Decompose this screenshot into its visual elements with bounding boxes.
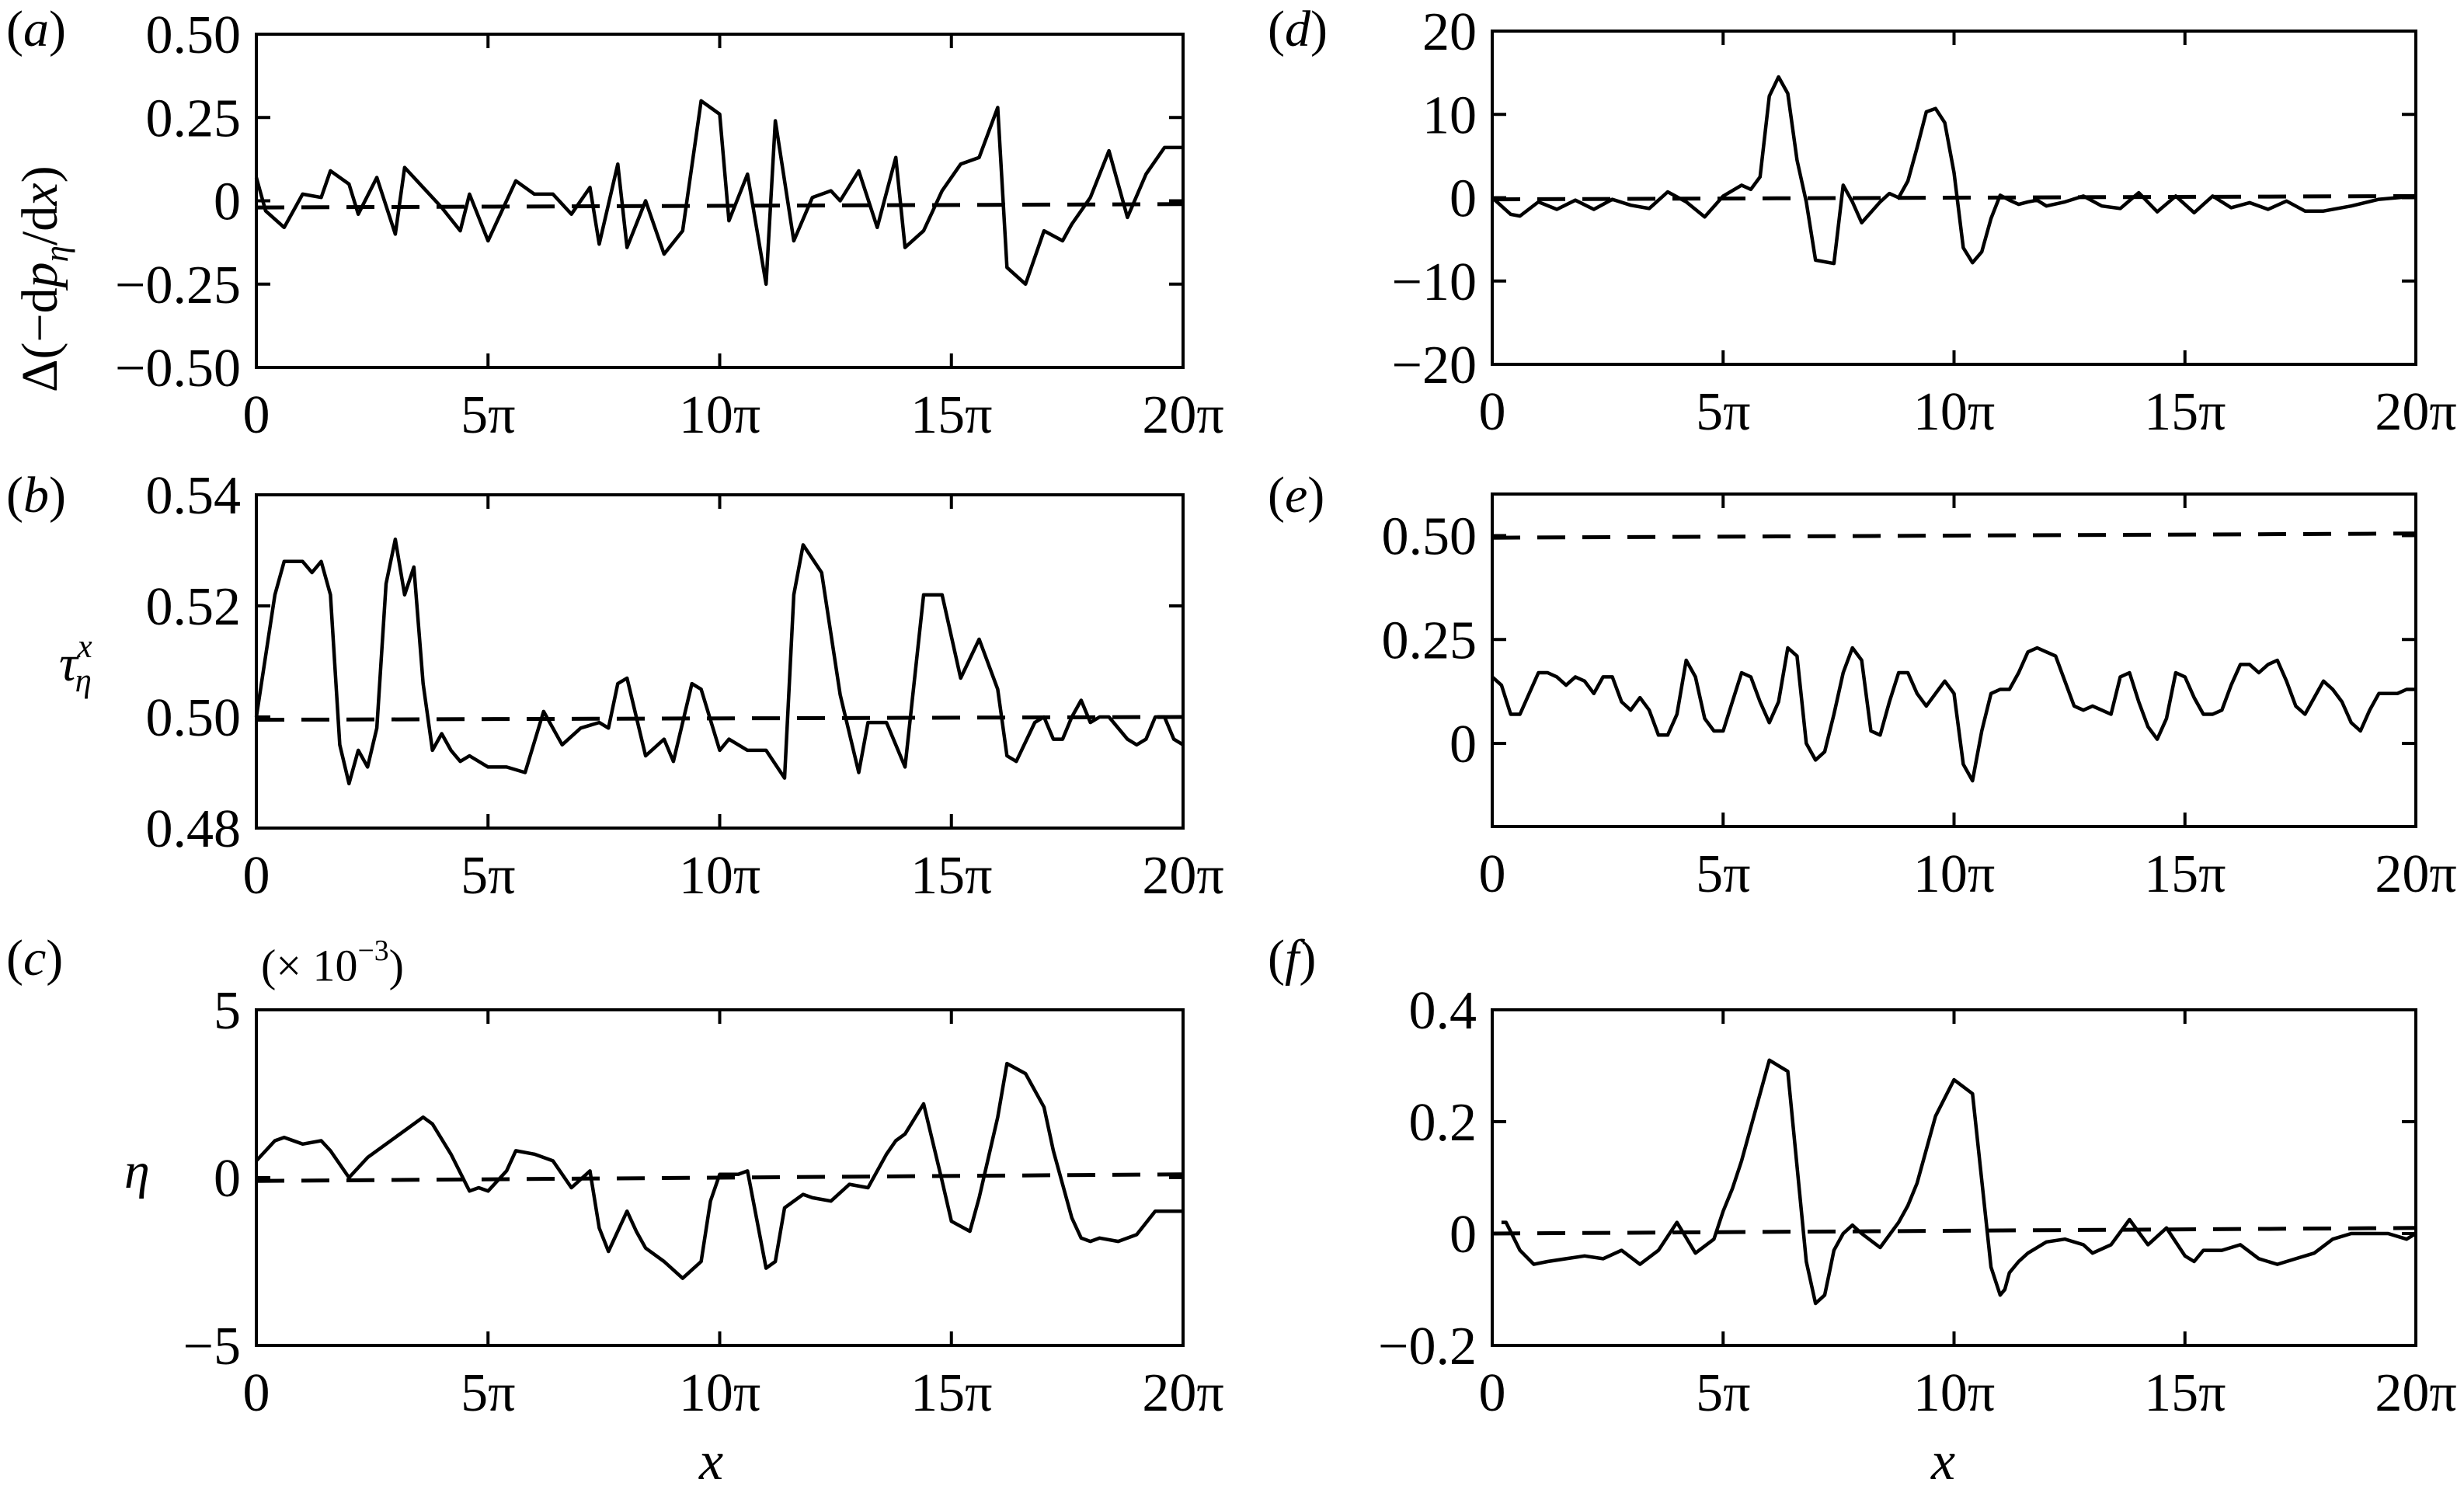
plot-e: 0 5π 10π 15π 20π 0 0.25 0.50 <box>1382 492 2457 904</box>
series-dashed <box>1491 1226 2417 1236</box>
panel-label-d: (d) <box>1268 1 1328 57</box>
panel-label-b: (b) <box>6 467 66 524</box>
x-tick-label: 20π <box>1142 846 1223 906</box>
series-dashed <box>256 202 1184 210</box>
y-tick-label: 0.25 <box>146 89 242 148</box>
plot-b: 0 5π 10π 15π 20π 0.48 0.50 0.52 0.54 <box>146 466 1224 906</box>
x-tick-label: 20π <box>1142 1363 1223 1423</box>
y-tick-label: 0.54 <box>146 466 242 526</box>
x-tick-label: 15π <box>910 385 992 445</box>
series-solid <box>1491 75 2417 266</box>
y-tick-label: 0.50 <box>1382 507 1477 567</box>
y-tick-label: 0.52 <box>146 577 242 637</box>
x-tick-label: 5π <box>461 1363 515 1423</box>
y-tick-label: 0.50 <box>146 5 242 65</box>
y-tick-label: 0.25 <box>1382 611 1477 670</box>
y-axis-label-b: τxη <box>59 628 92 700</box>
panel-label-e: (e) <box>1268 467 1325 524</box>
plot-frame <box>255 33 1185 369</box>
x-tick-label: 15π <box>2144 844 2226 904</box>
y-tick-label: −5 <box>183 1317 241 1376</box>
x-tick-label: 15π <box>2144 1363 2226 1423</box>
plot-c: 0 5π 10π 15π 20π−505 <box>183 981 1224 1423</box>
y-tick-label: 0.4 <box>1409 981 1477 1041</box>
y-tick-label: −10 <box>1392 252 1477 312</box>
panel-label-c: (c) <box>6 930 64 987</box>
y-tick-label: 20 <box>1422 2 1477 62</box>
x-tick-label: 20π <box>2375 844 2456 904</box>
x-tick-label: 20π <box>2375 382 2456 442</box>
x-tick-label: 0 <box>243 385 270 445</box>
series-solid <box>1491 646 2416 783</box>
series-dashed <box>1491 531 2417 540</box>
series-dashed <box>256 715 1184 722</box>
y-tick-label: 5 <box>214 981 241 1041</box>
x-tick-label: 15π <box>2144 382 2226 442</box>
y-tick-label: −20 <box>1392 336 1477 395</box>
y-tick-label: 0.50 <box>146 688 242 748</box>
y-tick-label: 0 <box>214 1149 241 1209</box>
y-multiplier-label-c: (× 10−3) <box>261 934 404 991</box>
x-tick-label: 10π <box>1913 382 1995 442</box>
y-tick-label: −0.50 <box>115 339 241 398</box>
x-tick-label: 10π <box>1913 1363 1995 1423</box>
y-tick-label: 0 <box>1450 169 1477 229</box>
x-tick-label: 20π <box>2375 1363 2456 1423</box>
x-tick-label: 0 <box>243 1363 270 1423</box>
y-axis-label-c: η <box>124 1143 150 1199</box>
x-tick-label: 5π <box>1696 1363 1750 1423</box>
x-axis-label-f: x <box>1931 1432 1956 1491</box>
x-axis-label-c: x <box>699 1432 724 1491</box>
panel-label-a: (a) <box>6 1 66 57</box>
x-tick-label: 5π <box>1696 382 1750 442</box>
y-tick-label: −0.25 <box>115 256 241 315</box>
x-tick-label: 0 <box>243 846 270 906</box>
x-tick-label: 5π <box>1696 844 1750 904</box>
y-tick-label: 0 <box>214 172 241 232</box>
series-solid <box>255 1061 1183 1280</box>
series-dashed <box>1491 193 2417 202</box>
series-solid <box>254 99 1183 287</box>
panel-label-f: (f) <box>1268 930 1317 987</box>
plot-frame <box>1491 1008 2417 1347</box>
x-tick-label: 0 <box>1479 1363 1506 1423</box>
x-tick-label: 15π <box>910 846 992 906</box>
x-tick-label: 0 <box>1479 382 1506 442</box>
y-tick-label: 0.48 <box>146 799 242 859</box>
x-tick-label: 10π <box>1913 844 1995 904</box>
y-tick-label: 0.2 <box>1409 1093 1477 1153</box>
x-tick-label: 10π <box>679 385 760 445</box>
y-tick-label: 10 <box>1422 85 1477 145</box>
x-tick-label: 5π <box>461 385 515 445</box>
y-tick-label: 0 <box>1450 715 1477 774</box>
x-tick-label: 10π <box>679 846 760 906</box>
series-dashed <box>256 1172 1184 1183</box>
plot-d: 0 5π 10π 15π 20π −20 −10 0 10 20 <box>1392 2 2457 442</box>
x-tick-label: 15π <box>910 1363 992 1423</box>
plot-f: 0 5π 10π 15π 20π−0.200.20.4 <box>1378 981 2457 1423</box>
series-solid <box>254 537 1185 786</box>
x-tick-label: 5π <box>461 846 515 906</box>
x-tick-label: 0 <box>1479 844 1506 904</box>
plot-a: 0 5π 10π 15π 20π −0.50 −0.25 0 0.25 0.50 <box>115 5 1224 445</box>
x-tick-label: 20π <box>1142 385 1223 445</box>
x-tick-label: 10π <box>679 1363 760 1423</box>
y-tick-label: −0.2 <box>1378 1317 1477 1376</box>
y-tick-label: 0 <box>1450 1205 1477 1265</box>
series-solid <box>1501 1058 2417 1306</box>
